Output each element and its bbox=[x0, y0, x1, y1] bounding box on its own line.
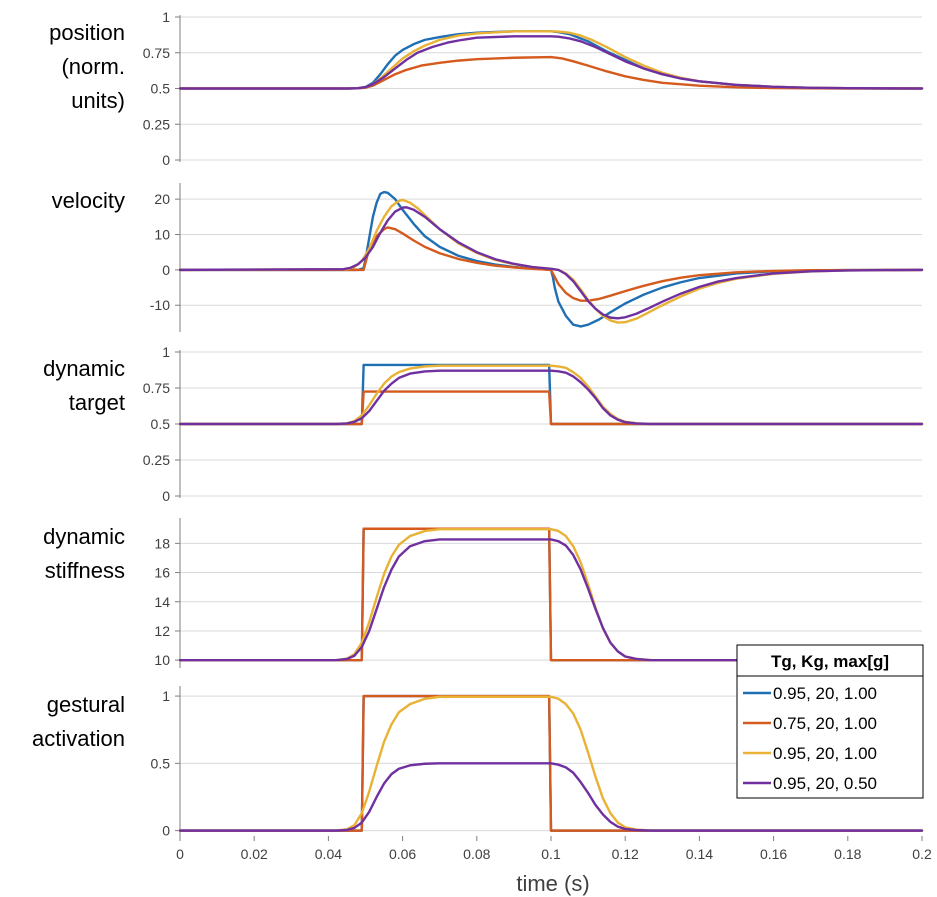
panel-4: 10 12 14 16 18 dynamic stiffness bbox=[43, 518, 924, 668]
y-tick-label: 0.5 bbox=[151, 755, 171, 771]
x-tick-label: 0.14 bbox=[686, 846, 713, 862]
panels: 00.250.50.751position(norm.units)-100102… bbox=[32, 9, 924, 839]
panel-label: dynamic bbox=[43, 524, 125, 549]
series-line-yellow bbox=[178, 695, 924, 832]
panel-label: activation bbox=[32, 726, 125, 751]
series-line-blue bbox=[178, 30, 924, 90]
y-tick-label: 0 bbox=[162, 152, 170, 168]
series-line-purple bbox=[178, 369, 924, 426]
y-tick-label: 0 bbox=[162, 488, 170, 504]
legend-entry-label: 0.75, 20, 1.00 bbox=[773, 714, 877, 733]
series-line-orange bbox=[178, 226, 924, 302]
y-tick-label: 0.75 bbox=[143, 45, 170, 61]
panel-label: (norm. bbox=[61, 54, 125, 79]
panel-label: gestural bbox=[47, 692, 125, 717]
y-tick-label: 0.5 bbox=[151, 81, 171, 97]
x-tick-label: 0.12 bbox=[612, 846, 639, 862]
x-tick-label: 0.02 bbox=[241, 846, 268, 862]
y-tick-label: 1 bbox=[162, 9, 170, 25]
series-line-purple bbox=[178, 206, 924, 320]
y-tick-label: 12 bbox=[154, 623, 170, 639]
legend-entry-label: 0.95, 20, 1.00 bbox=[773, 684, 877, 703]
y-tick-label: 10 bbox=[154, 652, 170, 668]
x-tick-label: 0 bbox=[176, 846, 184, 862]
series-line-orange bbox=[178, 55, 924, 90]
series-line-yellow bbox=[178, 198, 924, 324]
legend-entries: 0.95, 20, 1.00 0.75, 20, 1.00 0.95, 20, 1.… bbox=[743, 684, 877, 793]
y-tick-label: 0.25 bbox=[143, 116, 170, 132]
series-line-yellow bbox=[178, 30, 924, 90]
panel-label: target bbox=[69, 390, 125, 415]
y-tick-label: 16 bbox=[154, 565, 170, 581]
y-tick-label: 0 bbox=[162, 823, 170, 839]
y-tick-label: 20 bbox=[154, 191, 170, 207]
legend-entry-label: 0.95, 20, 1.00 bbox=[773, 744, 877, 763]
y-tick-label: 0.25 bbox=[143, 452, 170, 468]
series-line-purple bbox=[178, 35, 924, 90]
x-tick-label: 0.1 bbox=[541, 846, 561, 862]
panel-2: -10 0 10 20 velocity bbox=[52, 183, 924, 332]
y-tick-label: 0.5 bbox=[151, 416, 171, 432]
panel-label: dynamic bbox=[43, 356, 125, 381]
legend-title: Tg, Kg, max[g] bbox=[771, 652, 889, 671]
y-tick-label: 10 bbox=[154, 227, 170, 243]
panel-label: units) bbox=[71, 88, 125, 113]
y-tick-label: 0.75 bbox=[143, 380, 170, 396]
x-tick-label: 0.06 bbox=[389, 846, 416, 862]
series-line-blue bbox=[178, 190, 924, 328]
series-line-purple bbox=[178, 762, 924, 832]
x-tick-label: 0.08 bbox=[463, 846, 490, 862]
y-tick-label: -10 bbox=[150, 297, 170, 313]
panel-3: 0 0.25 0.5 0.75 1 dynamic target bbox=[43, 344, 924, 504]
x-tick-label: 0.18 bbox=[834, 846, 861, 862]
panel-1: 0 0.25 0.5 0.75 1 position (norm. units) bbox=[49, 9, 924, 168]
x-tick-label: 0.2 bbox=[912, 846, 932, 862]
series-line-orange bbox=[178, 527, 924, 662]
panel-label: position bbox=[49, 20, 125, 45]
y-tick-label: 0 bbox=[162, 262, 170, 278]
x-tick-label: 0.04 bbox=[315, 846, 342, 862]
y-tick-label: 1 bbox=[162, 344, 170, 360]
y-tick-label: 1 bbox=[162, 688, 170, 704]
legend-entry-label: 0.95, 20, 0.50 bbox=[773, 774, 877, 793]
y-tick-label: 18 bbox=[154, 535, 170, 551]
series-line-purple bbox=[178, 538, 924, 662]
legend-box bbox=[736, 644, 924, 799]
legend: Tg, Kg, max[g] 0.95, 20, 1.00 0.75, 20, 1… bbox=[736, 644, 924, 799]
x-axis-label: time (s) bbox=[516, 871, 589, 896]
x-tick-label: 0.16 bbox=[760, 846, 787, 862]
y-tick-label: 14 bbox=[154, 594, 170, 610]
panel-label: stiffness bbox=[45, 558, 125, 583]
panel-label: velocity bbox=[52, 188, 125, 213]
x-axis: time (s) 0 0.02 0.04 0.06 0.08 0.1 0.12 0.14 0.1… bbox=[176, 836, 932, 896]
